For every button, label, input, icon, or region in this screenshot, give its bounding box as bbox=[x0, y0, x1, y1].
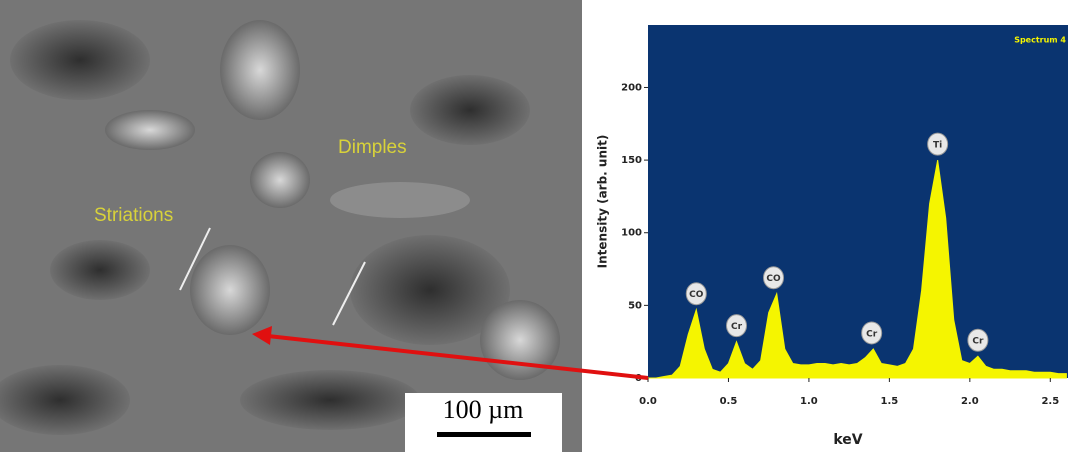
scale-bar-label: 100 µm bbox=[443, 395, 524, 424]
sem-image: Dimples Striations 100 µm bbox=[0, 0, 582, 452]
peak-label: Cr bbox=[972, 337, 984, 347]
x-tick-label: 2.5 bbox=[1041, 396, 1059, 407]
x-tick-label: 1.0 bbox=[800, 396, 818, 407]
peak-label: CO bbox=[766, 274, 781, 284]
peak-label: Ti bbox=[933, 141, 942, 151]
peak-label: Cr bbox=[731, 322, 743, 332]
sem-label: Striations bbox=[94, 205, 173, 226]
peak-label: Cr bbox=[866, 329, 878, 339]
x-tick-label: 0.0 bbox=[639, 396, 657, 407]
y-tick-label: 200 bbox=[621, 82, 642, 93]
x-tick-label: 2.0 bbox=[961, 396, 979, 407]
plot-background bbox=[648, 25, 1068, 378]
y-tick-label: 50 bbox=[628, 300, 642, 311]
figure: Dimples Striations 100 µm 0501001502000.… bbox=[0, 0, 1068, 452]
x-axis-label: keV bbox=[833, 432, 862, 448]
x-tick-label: 1.5 bbox=[881, 396, 899, 407]
chart: 0501001502000.00.51.01.52.02.5COCrCOCrTi… bbox=[596, 25, 1068, 448]
chart-title: Spectrum 4 bbox=[1014, 36, 1066, 45]
sem-label: Dimples bbox=[338, 137, 407, 158]
y-tick-label: 100 bbox=[621, 228, 642, 239]
x-tick-label: 0.5 bbox=[720, 396, 738, 407]
peak-label: CO bbox=[689, 290, 704, 300]
y-tick-label: 150 bbox=[621, 155, 642, 166]
scale-bar bbox=[437, 432, 531, 437]
y-axis-label: Intensity (arb. unit) bbox=[596, 135, 610, 269]
